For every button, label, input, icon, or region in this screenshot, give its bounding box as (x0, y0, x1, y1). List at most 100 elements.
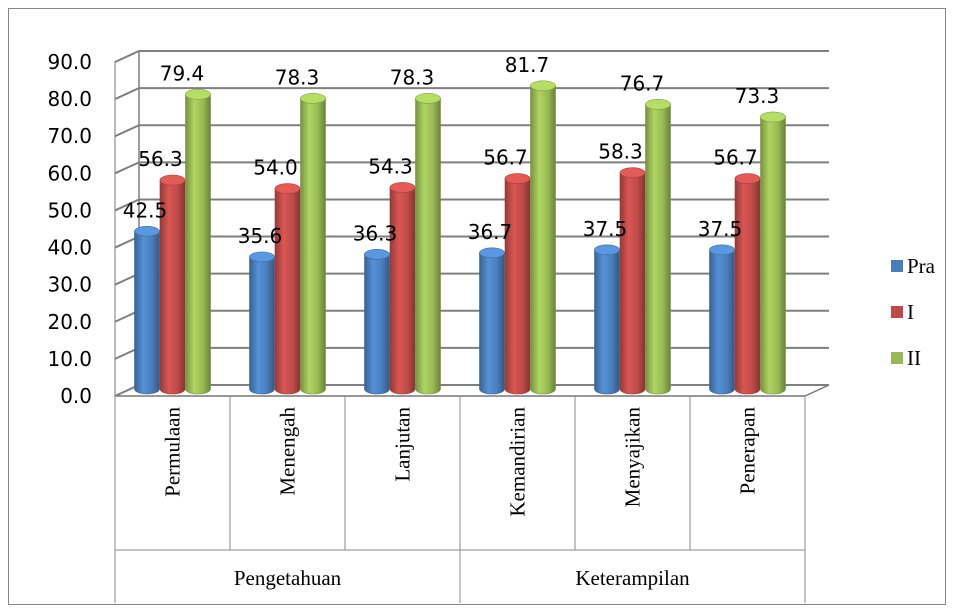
legend-swatch (891, 306, 903, 318)
x-tick-label: Lanjutan (391, 407, 415, 482)
bar-pra-kemandirian (479, 247, 505, 395)
bar-top (594, 244, 620, 256)
data-label: 58.3 (598, 140, 643, 164)
legend-label: II (907, 346, 921, 370)
bar-i-permulaan (159, 174, 186, 395)
legend-swatch (891, 352, 903, 364)
bar-i-kemandirian (504, 173, 531, 395)
legend-label: I (907, 300, 914, 324)
bar-pra-penerapan (709, 244, 735, 395)
bar-body (249, 256, 275, 395)
bar-body (185, 94, 211, 395)
bar-top (645, 99, 671, 110)
bar-top (760, 111, 786, 123)
data-label: 36.7 (468, 220, 513, 244)
data-label: 36.3 (353, 221, 398, 245)
data-label: 35.6 (238, 224, 283, 248)
bar-body (594, 249, 620, 395)
bar-i-menyajikan (619, 167, 646, 395)
bars (134, 80, 786, 395)
bar-body (134, 230, 160, 395)
x-tick-label: Kemandirian (506, 407, 530, 517)
group-label: Pengetahuan (234, 566, 342, 590)
data-label: 56.3 (138, 147, 183, 171)
bar-top (734, 173, 761, 184)
y-tick-label: 40.0 (47, 236, 92, 260)
bar-top (479, 247, 505, 259)
bar-body (504, 178, 531, 395)
legend-swatch (891, 260, 903, 272)
y-tick-label: 90.0 (47, 50, 92, 74)
bar-pra-menengah (249, 251, 275, 395)
data-label: 56.7 (713, 146, 758, 170)
bar-top (249, 251, 275, 263)
bar-top (709, 244, 735, 256)
bar-body (364, 253, 390, 395)
gridline (114, 50, 829, 63)
y-axis-ticks: 0.0 10.0 20.0 30.0 40.0 50.0 60.0 70.0 80.0 90.0 (47, 50, 92, 408)
bar-body (389, 187, 416, 395)
x-tick-label: Permulaan (161, 407, 185, 497)
bar-body (479, 252, 505, 395)
data-label: 54.3 (368, 154, 413, 178)
data-label: 37.5 (583, 217, 628, 241)
data-label: 73.3 (735, 84, 780, 108)
bar-ii-penerapan (760, 111, 786, 395)
bar-pra-lanjutan (364, 248, 390, 395)
data-label: 81.7 (505, 53, 550, 77)
bar-i-lanjutan (389, 182, 416, 395)
bar-i-penerapan (734, 173, 761, 395)
data-label: 79.4 (160, 61, 205, 85)
bar-i-menengah (274, 183, 301, 395)
bar-pra-menyajikan (594, 244, 620, 395)
y-tick-label: 20.0 (47, 310, 92, 334)
x-tick-label: Penerapan (736, 407, 760, 495)
group-label: Keterampilan (575, 566, 690, 590)
legend-label: Pra (907, 254, 936, 278)
data-label: 56.7 (483, 146, 528, 170)
bar-top (300, 93, 326, 104)
bar-top (134, 225, 160, 237)
bar-ii-permulaan (185, 89, 211, 395)
bar-ii-lanjutan (415, 93, 441, 395)
bar-top (159, 174, 186, 186)
bar-body (300, 98, 326, 395)
chart-border (8, 8, 946, 605)
bar-ii-menyajikan (645, 99, 671, 395)
bar-body (760, 116, 786, 395)
bar-pra-permulaan (134, 225, 160, 395)
data-label: 78.3 (390, 65, 435, 89)
bar-top (415, 93, 441, 104)
bar-body (274, 188, 301, 395)
y-tick-label: 10.0 (47, 347, 92, 371)
y-tick-label: 50.0 (47, 198, 92, 222)
x-tick-label: Menengah (276, 407, 300, 496)
data-label: 76.7 (620, 71, 665, 95)
data-label: 42.5 (123, 198, 168, 222)
bar-ii-menengah (300, 93, 326, 395)
bar-top (274, 183, 301, 194)
bar-ii-kemandirian (530, 80, 556, 395)
bar-top (185, 89, 211, 100)
y-tick-label: 80.0 (47, 87, 92, 111)
bar-top (364, 248, 390, 260)
bar-body (415, 98, 441, 395)
data-label: 54.0 (253, 156, 298, 180)
data-label: 78.3 (275, 65, 320, 89)
data-labels: 42.5 56.3 79.4 35.6 54.0 78.3 36.3 54.3 78.3 36.7… (123, 53, 780, 248)
gridline (114, 198, 829, 212)
bar-body (709, 249, 735, 395)
bar-body (734, 178, 761, 395)
y-tick-label: 60.0 (47, 161, 92, 185)
x-tick-label: Menyajikan (621, 407, 645, 508)
bar-top (530, 80, 556, 92)
gridline (114, 124, 829, 138)
y-tick-label: 70.0 (47, 124, 92, 148)
gridline (114, 87, 829, 101)
bar-top (389, 182, 416, 193)
x-axis: Permulaan Menengah Lanjutan Kemandirian Meny… (114, 396, 806, 603)
bar-body (159, 179, 186, 395)
bar-top (504, 173, 531, 184)
